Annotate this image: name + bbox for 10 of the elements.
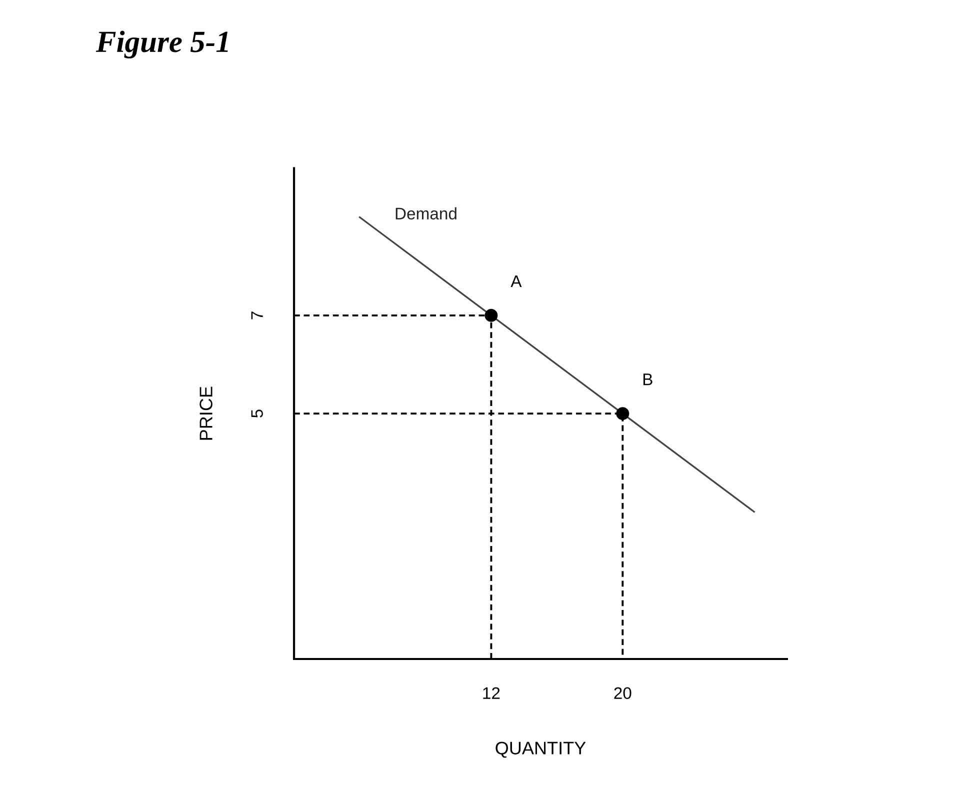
x-axis-title: QUANTITY <box>496 742 586 758</box>
x-tick-label: 12 <box>483 687 500 699</box>
annotation: A <box>510 275 522 287</box>
series-label: Demand <box>396 207 456 220</box>
annotation: B <box>643 374 652 386</box>
y-tick-label: 7 <box>251 312 263 320</box>
y-axis-title: PRICE <box>200 386 212 440</box>
chart-title: Figure 5-1 <box>96 30 228 58</box>
x-tick-label: 20 <box>614 687 632 700</box>
y-tick-label: 5 <box>251 410 263 418</box>
